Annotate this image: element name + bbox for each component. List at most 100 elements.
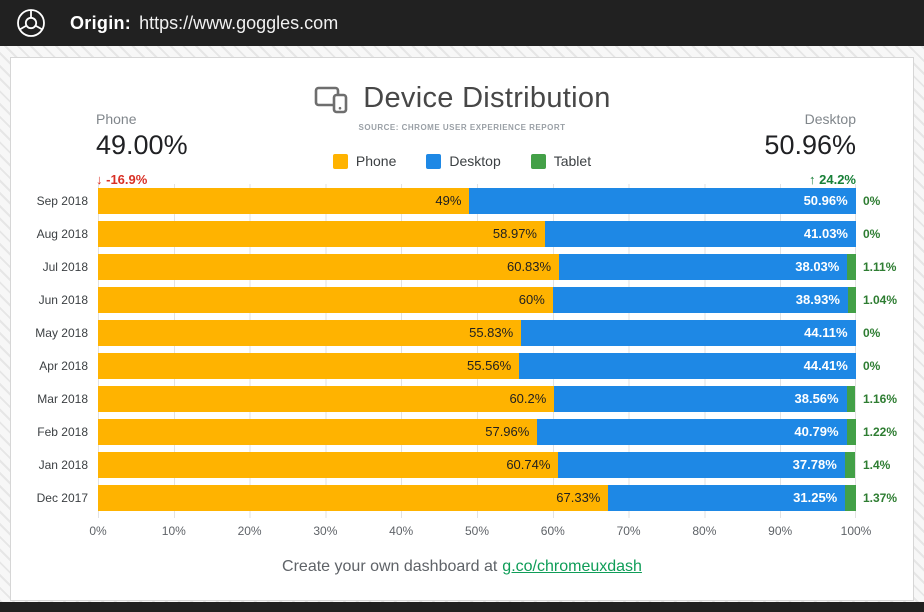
chart-row: Jan 2018 60.74% 37.78% 1.4% bbox=[11, 448, 890, 481]
up-arrow-icon: ↑ bbox=[809, 172, 816, 187]
down-arrow-icon: ↓ bbox=[96, 172, 103, 187]
bar-segment-phone[interactable]: 55.83% bbox=[98, 319, 522, 346]
bar-track: 55.56% 44.41% 0% bbox=[98, 352, 880, 379]
title-row: Device Distribution bbox=[11, 82, 913, 115]
row-category-label: Sep 2018 bbox=[36, 193, 88, 208]
bar-value-label: 40.79% bbox=[794, 424, 839, 439]
bar-track: 60.74% 37.78% 1.4% bbox=[98, 451, 890, 478]
row-category-label: Jun 2018 bbox=[38, 292, 88, 307]
legend: Phone Desktop Tablet bbox=[11, 153, 913, 169]
tablet-value-label: 1.11% bbox=[863, 259, 897, 274]
chrome-logo-icon bbox=[16, 8, 46, 38]
bar-segment-desktop[interactable]: 41.03% bbox=[544, 220, 856, 247]
bar-segment-tablet[interactable] bbox=[844, 451, 856, 478]
bar-value-label: 55.56% bbox=[467, 358, 512, 373]
bar-track: 57.96% 40.79% 1.22% bbox=[98, 418, 897, 445]
bar-segment-tablet[interactable] bbox=[847, 253, 856, 280]
phone-stat: Phone 49.00% ↓ -16.9% bbox=[96, 111, 188, 187]
x-tick-label: 40% bbox=[389, 524, 414, 538]
bar-value-label: 31.25% bbox=[793, 490, 838, 505]
bar-segment-desktop[interactable]: 50.96% bbox=[469, 187, 856, 214]
chart-row: Aug 2018 58.97% 41.03% 0% bbox=[11, 217, 880, 250]
bar-segment-desktop[interactable]: 31.25% bbox=[608, 484, 846, 511]
desktop-stat-value: 50.96% bbox=[764, 130, 856, 160]
bar-segment-tablet[interactable] bbox=[846, 418, 856, 445]
bar-segment-desktop[interactable]: 37.78% bbox=[558, 451, 845, 478]
x-tick-label: 100% bbox=[840, 524, 872, 538]
bar-segment-desktop[interactable]: 44.41% bbox=[519, 352, 856, 379]
bottom-strip bbox=[0, 602, 924, 612]
phone-delta-value: -16.9% bbox=[106, 172, 148, 187]
bar-segment-phone[interactable]: 60% bbox=[98, 286, 553, 313]
tablet-value-label: 0% bbox=[863, 325, 881, 340]
bar-segment-phone[interactable]: 57.96% bbox=[98, 418, 538, 445]
legend-label: Desktop bbox=[449, 153, 501, 169]
bar-track: 55.83% 44.11% 0% bbox=[98, 319, 880, 346]
phone-stat-value: 49.00% bbox=[96, 130, 188, 160]
tablet-value-label: 0% bbox=[863, 358, 881, 373]
bar-segment-phone[interactable]: 67.33% bbox=[98, 484, 609, 511]
bar-track: 49% 50.96% 0% bbox=[98, 187, 880, 214]
bar-segment-phone[interactable]: 60.2% bbox=[98, 385, 555, 412]
origin-label: Origin: bbox=[70, 12, 132, 33]
phone-stat-delta: ↓ -16.9% bbox=[96, 172, 188, 187]
legend-swatch-desktop-icon bbox=[426, 153, 442, 169]
desktop-stat-delta: ↑ 24.2% bbox=[764, 172, 856, 187]
bar-value-label: 38.56% bbox=[794, 391, 839, 406]
tablet-value-label: 0% bbox=[863, 226, 881, 241]
legend-swatch-tablet-icon bbox=[530, 153, 546, 169]
bar-segment-phone[interactable]: 55.56% bbox=[98, 352, 520, 379]
bar-segment-phone[interactable]: 58.97% bbox=[98, 220, 545, 247]
row-category-label: Jul 2018 bbox=[42, 259, 88, 274]
row-category-label: Mar 2018 bbox=[37, 391, 88, 406]
tablet-value-label: 1.22% bbox=[863, 424, 898, 439]
bar-segment-phone[interactable]: 60.83% bbox=[98, 253, 560, 280]
bar-value-label: 60.83% bbox=[506, 259, 552, 274]
footer: Create your own dashboard at g.co/chromeu… bbox=[11, 558, 913, 576]
legend-swatch-phone-icon bbox=[332, 153, 348, 169]
top-bar: Origin: https://www.goggles.com bbox=[0, 0, 924, 46]
origin-url: https://www.goggles.com bbox=[139, 12, 339, 33]
chart-row: Feb 2018 57.96% 40.79% 1.22% bbox=[11, 415, 897, 448]
bar-value-label: 44.11% bbox=[804, 325, 848, 340]
x-tick-label: 80% bbox=[692, 524, 717, 538]
bar-value-label: 57.96% bbox=[485, 424, 530, 439]
bar-value-label: 60.74% bbox=[506, 457, 551, 472]
legend-item-tablet[interactable]: Tablet bbox=[530, 153, 591, 169]
chart-row: Apr 2018 55.56% 44.41% 0% bbox=[11, 349, 880, 382]
tablet-value-label: 1.37% bbox=[863, 490, 898, 505]
chart-row: Jul 2018 60.83% 38.03% 1.11% bbox=[11, 250, 896, 283]
bar-value-label: 49% bbox=[435, 193, 462, 208]
tablet-value-label: 1.4% bbox=[863, 457, 891, 472]
footer-link[interactable]: g.co/chromeuxdash bbox=[502, 558, 642, 575]
chart-row: May 2018 55.83% 44.11% 0% bbox=[11, 316, 880, 349]
bar-segment-desktop[interactable]: 44.11% bbox=[521, 319, 856, 346]
bar-value-label: 67.33% bbox=[556, 490, 601, 505]
bar-segment-desktop[interactable]: 38.03% bbox=[559, 253, 848, 280]
legend-item-desktop[interactable]: Desktop bbox=[426, 153, 501, 169]
bar-value-label: 50.96% bbox=[803, 193, 848, 208]
bar-track: 60.83% 38.03% 1.11% bbox=[98, 253, 896, 280]
bar-segment-tablet[interactable] bbox=[846, 385, 856, 412]
bar-segment-phone[interactable]: 60.74% bbox=[98, 451, 559, 478]
tablet-value-label: 1.16% bbox=[863, 391, 898, 406]
bar-value-label: 44.41% bbox=[803, 358, 848, 373]
bar-segment-phone[interactable]: 49% bbox=[98, 187, 470, 214]
legend-item-phone[interactable]: Phone bbox=[332, 153, 396, 169]
bar-segment-tablet[interactable] bbox=[847, 286, 856, 313]
x-tick-label: 30% bbox=[313, 524, 338, 538]
bar-track: 58.97% 41.03% 0% bbox=[98, 220, 880, 247]
source-subtitle: SOURCE: CHROME USER EXPERIENCE REPORT bbox=[358, 123, 566, 132]
row-category-label: Aug 2018 bbox=[36, 226, 88, 241]
x-tick-label: 50% bbox=[464, 524, 490, 538]
bar-segment-tablet[interactable] bbox=[845, 484, 856, 511]
row-category-label: Feb 2018 bbox=[37, 424, 88, 439]
x-tick-label: 90% bbox=[768, 524, 793, 538]
footer-text: Create your own dashboard at bbox=[282, 558, 498, 575]
x-axis: 0% 10% 20% 30% 40% 50% 60% 70% 80% 90% 100% bbox=[11, 524, 913, 540]
bar-segment-desktop[interactable]: 38.93% bbox=[552, 286, 848, 313]
row-category-label: Jan 2018 bbox=[38, 457, 88, 472]
bar-segment-desktop[interactable]: 38.56% bbox=[554, 385, 847, 412]
chart-rows: Sep 2018 49% 50.96% 0% Aug 2018 58.97% 41.03% 0… bbox=[11, 184, 897, 514]
bar-segment-desktop[interactable]: 40.79% bbox=[537, 418, 847, 445]
